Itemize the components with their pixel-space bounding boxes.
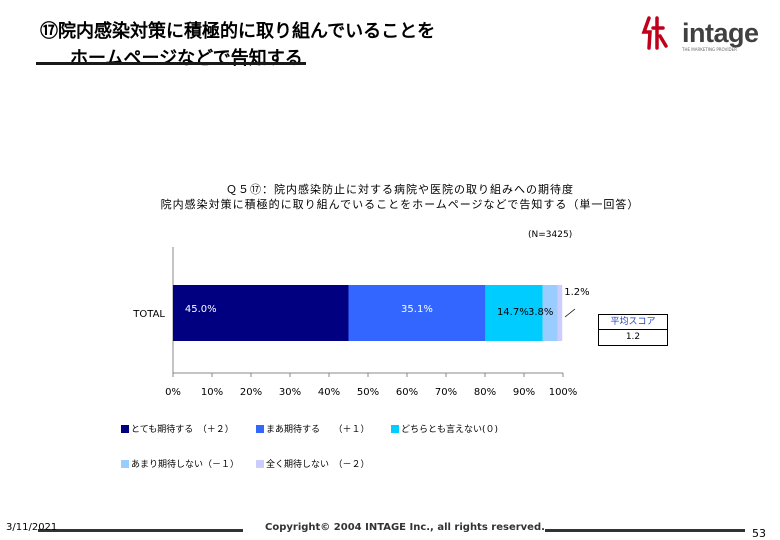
- category-label-total: TOTAL: [132, 309, 165, 320]
- x-tick-label: 80%: [474, 387, 496, 398]
- average-score-box: 平均スコア 1.2: [598, 314, 668, 346]
- data-label: 45.0%: [185, 304, 217, 315]
- x-tick-label: 10%: [201, 387, 223, 398]
- legend-item: 全く期待しない （－２）: [256, 459, 370, 471]
- legend-item: まあ期待する （＋１）: [256, 424, 370, 436]
- data-label: 35.1%: [401, 304, 433, 315]
- x-tick-label: 30%: [279, 387, 301, 398]
- bar-segment: [485, 285, 543, 341]
- footer-rule-right: [545, 529, 745, 532]
- intage-wordmark: intage: [682, 18, 759, 48]
- legend-label: とても期待する （＋２）: [131, 425, 234, 435]
- chart-title-line1: Ｑ５⑰：院内感染防止に対する病院や医院の取り組みへの期待度: [226, 183, 574, 196]
- x-tick-label: 50%: [357, 387, 379, 398]
- legend-label: どちらとも言えない(０): [401, 425, 499, 435]
- footer-date: 3/11/2021: [6, 522, 58, 533]
- intage-tagline: THE MARKETING PROVIDER: [682, 47, 737, 52]
- average-score-value: 1.2: [625, 332, 641, 342]
- data-label: 3.8%: [528, 307, 553, 318]
- legend-swatch: [121, 425, 129, 433]
- bar-segment: [557, 285, 563, 341]
- x-tick-label: 70%: [435, 387, 457, 398]
- x-tick-label: 0%: [165, 387, 181, 398]
- legend-swatch: [256, 460, 264, 468]
- bar-segment: [348, 285, 486, 341]
- legend-swatch: [256, 425, 264, 433]
- legend-swatch: [121, 460, 129, 468]
- intage-logo: intage THE MARKETING PROVIDER: [640, 16, 775, 52]
- x-tick-label: 90%: [513, 387, 535, 398]
- bar-segment: [542, 285, 558, 341]
- legend-item: あまり期待しない（－１）: [121, 459, 239, 471]
- data-label: 14.7%: [497, 307, 529, 318]
- slide-title-line1: ⑰院内感染対策に積極的に取り組んでいることを: [40, 21, 436, 42]
- legend-item: とても期待する （＋２）: [121, 424, 234, 436]
- bar-segment: [173, 285, 349, 341]
- data-label-leader: [564, 308, 576, 318]
- footer-copyright: Copyright© 2004 INTAGE Inc., all rights …: [265, 522, 545, 533]
- legend-label: 全く期待しない （－２）: [266, 460, 370, 470]
- legend-swatch: [391, 425, 399, 433]
- x-tick-label: 40%: [318, 387, 340, 398]
- sample-size-label: (N=3425): [528, 230, 573, 240]
- footer-rule-left: [38, 529, 243, 532]
- legend-item: どちらとも言えない(０): [391, 424, 498, 436]
- legend-label: あまり期待しない（－１）: [131, 460, 240, 470]
- legend-label: まあ期待する （＋１）: [266, 425, 370, 435]
- data-label: 1.2%: [564, 287, 589, 298]
- x-tick-label: 100%: [549, 387, 578, 398]
- x-tick-label: 20%: [240, 387, 262, 398]
- page-number: 53: [752, 527, 766, 540]
- x-tick-label: 60%: [396, 387, 418, 398]
- title-underline: [36, 62, 306, 65]
- chart-title-line2: 院内感染対策に積極的に取り組んでいることをホームページなどで告知する（単一回答）: [160, 198, 640, 211]
- intage-logo-mark-icon: [641, 16, 668, 50]
- average-score-label: 平均スコア: [599, 315, 667, 330]
